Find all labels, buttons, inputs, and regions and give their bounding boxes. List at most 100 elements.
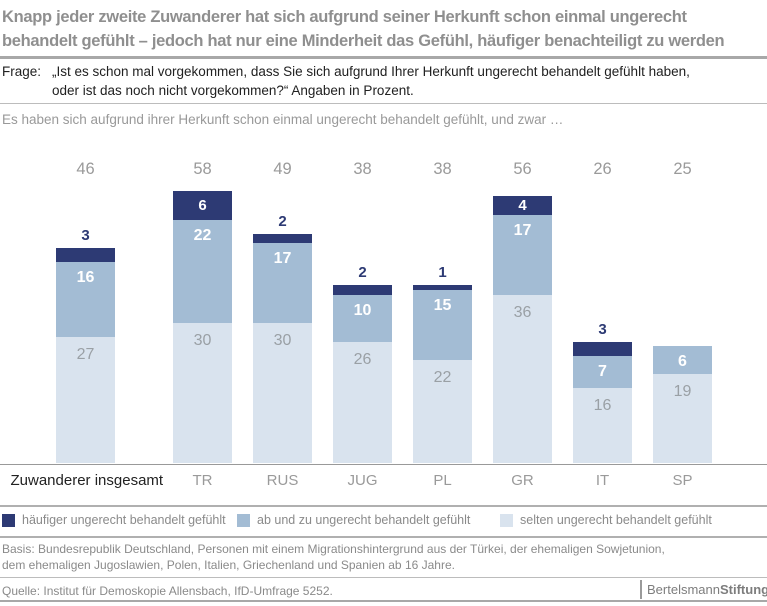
category-label-jug: JUG (347, 472, 378, 489)
bar-segment-ab-und-zu: 22 (173, 219, 232, 323)
bar-segment-haeufiger (253, 233, 312, 244)
bar-segment-selten: 22 (413, 360, 472, 464)
bar-segment-ab-und-zu: 6 (653, 346, 712, 375)
bar-segment-selten: 16 (573, 388, 632, 464)
bar-value-label: 16 (593, 397, 612, 415)
legend-label-haeufiger: häufiger ungerecht behandelt gefühlt (22, 513, 226, 527)
legend-label-ab-und-zu: ab und zu ungerecht behandelt gefühlt (257, 513, 471, 527)
bar-value-label: 22 (433, 369, 452, 387)
legend-swatch-haeufiger-icon (2, 513, 15, 527)
bar-value-label: 15 (433, 296, 452, 314)
chart-subtitle: Es haben sich aufgrund ihrer Herkunft sc… (2, 112, 564, 127)
bar-segment-ab-und-zu: 17 (493, 214, 552, 295)
bar-segment-ab-und-zu: 15 (413, 289, 472, 361)
bar-zuwanderer-insgesamt: 16 27 (56, 247, 115, 464)
bar-segment-selten: 36 (493, 294, 552, 464)
question-line-2: oder ist das noch nicht vorgekommen?“ An… (52, 83, 414, 98)
basis-note: Basis: Bundesrepublik Deutschland, Perso… (2, 542, 762, 573)
bar-it: 7 16 (573, 341, 632, 464)
legend-swatch-ab-und-zu-icon (237, 513, 250, 527)
logo-text-bold: Stiftung (719, 582, 767, 597)
divider-under-title (0, 56, 767, 59)
bar-value-label-haeufiger: 2 (278, 212, 287, 230)
bar-rus: 17 30 (253, 233, 312, 464)
bar-total-label: 38 (433, 160, 452, 178)
category-label-gr: GR (511, 472, 534, 489)
bar-total-label: 25 (673, 160, 692, 178)
bar-value-label: 27 (76, 345, 95, 363)
title-line-1: Knapp jeder zweite Zuwanderer hat sich a… (2, 8, 687, 26)
bar-segment-ab-und-zu: 17 (253, 243, 312, 323)
bar-segment-ab-und-zu: 16 (56, 261, 115, 337)
divider-bottom (0, 600, 767, 603)
divider-under-question (0, 103, 767, 105)
title-line-2: behandelt gefühlt – jedoch hat nur eine … (2, 32, 725, 50)
bar-value-label-haeufiger: 1 (438, 264, 447, 282)
divider-under-basis (0, 576, 767, 578)
logo-divider-bar (640, 580, 642, 599)
bar-value-label: 30 (193, 331, 212, 349)
bar-pl: 15 22 (413, 285, 472, 464)
question-label: Frage: (2, 64, 42, 79)
bar-segment-haeufiger: 6 (173, 191, 232, 220)
bar-segment-haeufiger (333, 285, 392, 295)
bar-value-label-haeufiger: 2 (358, 264, 367, 282)
bar-value-label: 36 (513, 303, 532, 321)
bar-gr: 4 17 36 (493, 196, 552, 464)
bar-value-label-haeufiger: 3 (598, 320, 607, 338)
source-note: Quelle: Institut für Demoskopie Allensba… (2, 584, 333, 598)
bar-segment-selten: 26 (333, 341, 392, 464)
bar-value-label: 26 (353, 350, 372, 368)
bar-segment-haeufiger (413, 285, 472, 290)
bar-total-label: 38 (353, 160, 372, 178)
bar-segment-ab-und-zu: 10 (333, 294, 392, 342)
bar-segment-selten: 27 (56, 336, 115, 464)
bar-value-label: 10 (353, 301, 372, 319)
question-text: „Ist es schon mal vorgekommen, dass Sie … (52, 62, 690, 100)
bar-segment-selten: 19 (653, 374, 712, 464)
bertelsmann-stiftung-logo: BertelsmannStiftung (647, 582, 767, 597)
category-label-sp: SP (672, 472, 693, 489)
bar-segment-selten: 30 (253, 322, 312, 464)
category-label-tr: TR (192, 472, 213, 489)
basis-line-1: Basis: Bundesrepublik Deutschland, Perso… (2, 542, 665, 556)
bar-value-label: 22 (193, 226, 212, 244)
bar-segment-selten: 30 (173, 322, 232, 464)
bar-jug: 10 26 (333, 285, 392, 464)
divider-under-categories (0, 505, 767, 507)
legend-item-haeufiger: häufiger ungerecht behandelt gefühlt (2, 513, 226, 527)
divider-under-legend (0, 535, 767, 538)
bar-value-label: 7 (598, 362, 607, 380)
x-axis-line (0, 463, 767, 465)
bar-total-label: 26 (593, 160, 612, 178)
question-line-1: „Ist es schon mal vorgekommen, dass Sie … (52, 64, 690, 79)
category-label-rus: RUS (266, 472, 299, 489)
bar-segment-haeufiger (56, 247, 115, 262)
bar-tr: 6 22 30 (173, 191, 232, 464)
bar-sp: 6 19 (653, 346, 712, 464)
page-title: Knapp jeder zweite Zuwanderer hat sich a… (2, 5, 767, 53)
bar-segment-ab-und-zu: 7 (573, 355, 632, 389)
bar-segment-haeufiger (573, 341, 632, 356)
legend-item-selten: selten ungerecht behandelt gefühlt (500, 513, 712, 527)
bar-value-label: 19 (673, 383, 692, 401)
bar-value-label: 17 (273, 250, 292, 268)
bar-segment-haeufiger: 4 (493, 196, 552, 215)
bar-value-label: 30 (273, 331, 292, 349)
bar-value-label: 6 (678, 353, 687, 371)
bar-total-label: 46 (76, 160, 95, 178)
legend-label-selten: selten ungerecht behandelt gefühlt (520, 513, 712, 527)
bar-value-label: 16 (76, 268, 95, 286)
legend-swatch-selten-icon (500, 513, 513, 527)
bar-value-label: 17 (513, 221, 532, 239)
bar-value-label-haeufiger: 3 (81, 226, 90, 244)
bar-total-label: 56 (513, 160, 532, 178)
bar-total-label: 49 (273, 160, 292, 178)
bar-total-label: 58 (193, 160, 212, 178)
category-label-insgesamt: Zuwanderer insgesamt (10, 472, 164, 489)
category-label-pl: PL (433, 472, 452, 489)
category-label-it: IT (595, 472, 610, 489)
logo-text-normal: Bertelsmann (647, 582, 720, 597)
